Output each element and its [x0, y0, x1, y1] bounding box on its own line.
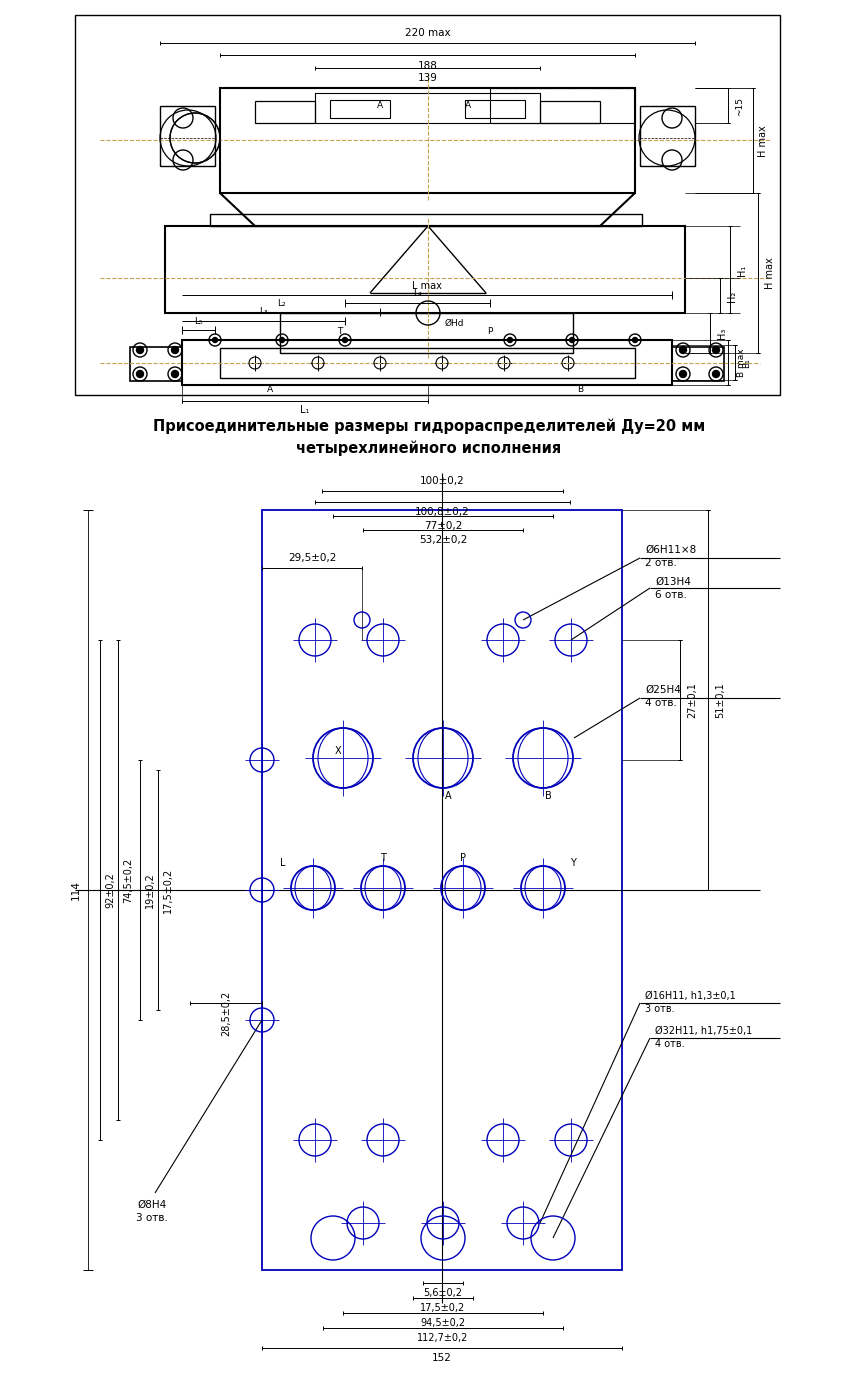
Text: Ø8H4: Ø8H4 — [137, 1200, 166, 1210]
Text: 188: 188 — [418, 61, 438, 72]
Text: 114: 114 — [71, 881, 81, 900]
Text: ØHd: ØHd — [445, 318, 464, 328]
Text: H₁: H₁ — [737, 265, 747, 276]
Text: L: L — [281, 858, 286, 868]
Text: 77±0,2: 77±0,2 — [424, 521, 462, 531]
Bar — [330, 101, 390, 119]
Text: B: B — [577, 384, 583, 394]
Text: 94,5±0,2: 94,5±0,2 — [420, 1317, 466, 1328]
Bar — [210, 214, 642, 226]
Text: ~15: ~15 — [735, 96, 745, 116]
Text: 74,5±0,2: 74,5±0,2 — [123, 857, 133, 903]
Text: P: P — [487, 327, 492, 336]
Text: B max: B max — [738, 349, 746, 378]
Bar — [75, 15, 780, 395]
Text: 100±0,2: 100±0,2 — [420, 475, 464, 486]
Text: Ø25H4: Ø25H4 — [645, 685, 681, 695]
Circle shape — [632, 338, 637, 343]
Circle shape — [213, 338, 217, 343]
Circle shape — [507, 338, 512, 343]
Text: 220 max: 220 max — [405, 28, 450, 39]
Text: 2 отв.: 2 отв. — [645, 558, 677, 568]
Text: 3 отв.: 3 отв. — [136, 1213, 168, 1224]
Text: 27±0,1: 27±0,1 — [687, 682, 697, 718]
Bar — [672, 347, 724, 380]
Text: A: A — [444, 791, 451, 801]
Bar — [165, 226, 685, 313]
Bar — [540, 101, 600, 123]
Circle shape — [136, 371, 143, 378]
Text: X: X — [335, 745, 341, 757]
Text: 3 отв.: 3 отв. — [645, 1005, 674, 1014]
Text: 51±0,1: 51±0,1 — [715, 682, 725, 718]
Text: 6 отв.: 6 отв. — [655, 590, 687, 599]
Circle shape — [280, 338, 285, 343]
Text: P: P — [460, 853, 466, 863]
Text: A: A — [377, 102, 383, 110]
Text: T: T — [337, 327, 342, 336]
Circle shape — [680, 371, 686, 378]
Text: L₅: L₅ — [194, 317, 202, 325]
Text: Ø6H11×8: Ø6H11×8 — [645, 546, 696, 555]
Text: 19±0,2: 19±0,2 — [145, 872, 155, 908]
Text: 17,5±0,2: 17,5±0,2 — [420, 1304, 466, 1313]
Text: 5,6±0,2: 5,6±0,2 — [424, 1288, 462, 1298]
Circle shape — [342, 338, 347, 343]
Text: 28,5±0,2: 28,5±0,2 — [221, 991, 231, 1036]
Text: Ø13H4: Ø13H4 — [655, 577, 691, 587]
Text: B₁: B₁ — [742, 358, 752, 368]
Text: A: A — [465, 102, 471, 110]
Text: 17,5±0,2: 17,5±0,2 — [163, 867, 173, 912]
Text: H max: H max — [758, 125, 768, 157]
Text: H₂: H₂ — [727, 291, 737, 302]
Text: 4 отв.: 4 отв. — [645, 699, 677, 708]
Bar — [182, 340, 672, 384]
Text: Ø16H11, h1,3±0,1: Ø16H11, h1,3±0,1 — [645, 991, 736, 1000]
Text: Y: Y — [570, 858, 576, 868]
Circle shape — [172, 371, 178, 378]
Bar — [640, 106, 695, 165]
Text: A: A — [267, 384, 273, 394]
Bar — [130, 347, 182, 380]
Text: 112,7±0,2: 112,7±0,2 — [417, 1333, 468, 1344]
Circle shape — [570, 338, 575, 343]
Text: L₃: L₃ — [259, 306, 268, 316]
Text: 53,2±0,2: 53,2±0,2 — [419, 535, 468, 546]
Circle shape — [172, 346, 178, 354]
Bar — [465, 101, 525, 119]
Bar — [490, 88, 635, 123]
Text: L max: L max — [412, 281, 442, 291]
Circle shape — [712, 371, 720, 378]
Text: 100,8±0,2: 100,8±0,2 — [414, 507, 469, 517]
Bar — [220, 349, 635, 378]
Text: 29,5±0,2: 29,5±0,2 — [287, 553, 336, 564]
Circle shape — [136, 346, 143, 354]
Circle shape — [680, 346, 686, 354]
Text: L₂: L₂ — [276, 299, 286, 307]
Text: L₁: L₁ — [300, 405, 310, 415]
Text: Ø32H11, h1,75±0,1: Ø32H11, h1,75±0,1 — [655, 1027, 752, 1036]
Text: B: B — [545, 791, 552, 801]
Bar — [315, 92, 540, 123]
Text: H max: H max — [765, 258, 775, 289]
Bar — [255, 101, 315, 123]
Text: Присоединительные размеры гидрораспределителей Ду=20 мм: Присоединительные размеры гидрораспредел… — [153, 419, 705, 434]
Bar — [262, 510, 622, 1271]
Text: 139: 139 — [418, 73, 438, 83]
Bar — [280, 313, 573, 353]
Circle shape — [712, 346, 720, 354]
Text: H₃: H₃ — [717, 328, 727, 339]
Text: 152: 152 — [432, 1353, 452, 1363]
Text: 92±0,2: 92±0,2 — [105, 872, 115, 908]
Text: T: T — [380, 853, 386, 863]
Text: L₄: L₄ — [413, 289, 421, 299]
Bar — [160, 106, 215, 165]
Text: 4 отв.: 4 отв. — [655, 1039, 685, 1049]
Bar — [220, 88, 635, 193]
Text: четырехлинейного исполнения: четырехлинейного исполнения — [296, 440, 562, 456]
